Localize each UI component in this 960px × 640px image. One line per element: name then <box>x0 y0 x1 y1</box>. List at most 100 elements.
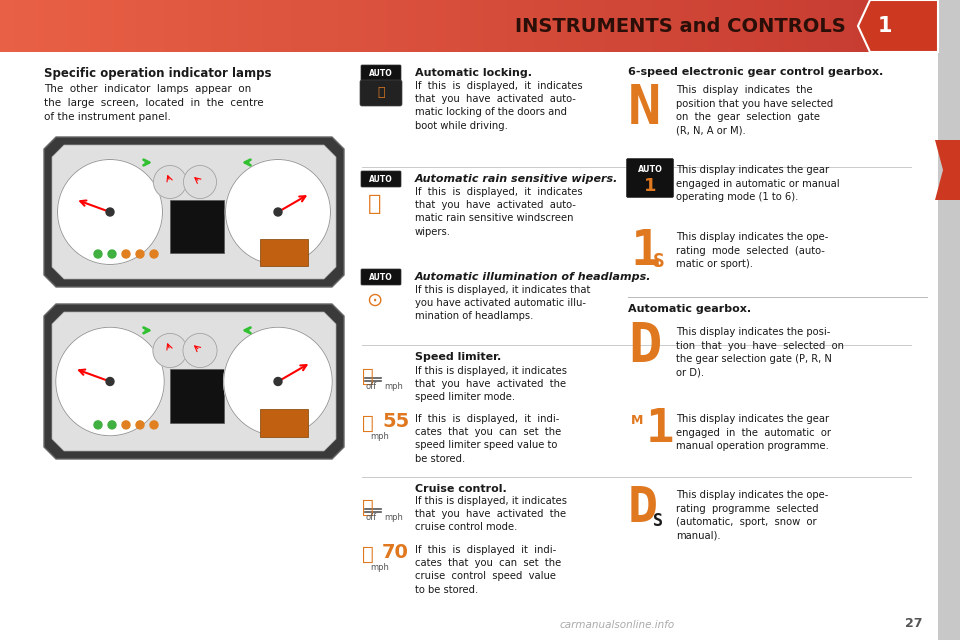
FancyBboxPatch shape <box>361 269 401 285</box>
Bar <box>202 0 206 52</box>
Bar <box>305 0 309 52</box>
Text: This display indicates the ope-
rating  programme  selected
(automatic,  sport, : This display indicates the ope- rating p… <box>676 490 828 541</box>
Text: mph: mph <box>384 513 403 522</box>
Bar <box>169 0 174 52</box>
Bar <box>300 0 305 52</box>
Bar <box>756 0 759 52</box>
Text: If  this  is  displayed,  it  indi-
cates  that  you  can  set  the
speed limite: If this is displayed, it indi- cates tha… <box>415 414 562 463</box>
Bar <box>441 0 445 52</box>
Text: The  other  indicator  lamps  appear  on
the  large  screen,  located  in  the  : The other indicator lamps appear on the … <box>44 84 264 122</box>
Bar <box>877 0 881 52</box>
Bar <box>577 0 582 52</box>
Text: If  this  is  displayed,  it  indicates
that  you  have  activated  auto-
matic : If this is displayed, it indicates that … <box>415 81 583 131</box>
Bar <box>431 0 436 52</box>
Bar <box>844 0 849 52</box>
Bar <box>868 0 873 52</box>
Polygon shape <box>858 0 938 52</box>
Bar <box>535 0 540 52</box>
Bar <box>338 0 343 52</box>
Bar <box>117 0 122 52</box>
Bar <box>727 0 732 52</box>
Circle shape <box>106 208 114 216</box>
Bar <box>938 0 960 640</box>
Text: 6-speed electronic gear control gearbox.: 6-speed electronic gear control gearbox. <box>628 67 883 77</box>
Bar <box>713 0 717 52</box>
Text: AUTO: AUTO <box>370 273 393 282</box>
Bar <box>900 0 905 52</box>
Bar <box>244 0 249 52</box>
Bar <box>403 0 408 52</box>
Bar <box>164 0 169 52</box>
Bar <box>89 0 94 52</box>
Text: 1: 1 <box>877 16 892 36</box>
Bar <box>258 0 263 52</box>
Bar <box>229 0 234 52</box>
Text: AUTO: AUTO <box>370 68 393 77</box>
Bar <box>769 0 774 52</box>
Text: 1: 1 <box>646 407 675 452</box>
Bar <box>57 0 61 52</box>
Bar <box>717 0 722 52</box>
Bar <box>553 0 558 52</box>
Bar <box>465 0 469 52</box>
Bar <box>849 0 853 52</box>
Bar <box>642 0 647 52</box>
Circle shape <box>274 378 282 385</box>
Bar <box>455 0 460 52</box>
Bar <box>221 0 225 52</box>
Text: Automatic gearbox.: Automatic gearbox. <box>628 304 751 314</box>
Circle shape <box>274 208 282 216</box>
Bar <box>661 0 666 52</box>
Text: S: S <box>653 512 663 530</box>
Bar <box>835 0 839 52</box>
Bar <box>821 0 826 52</box>
Text: AUTO: AUTO <box>637 166 662 175</box>
Text: mph: mph <box>384 382 403 391</box>
Text: S: S <box>653 252 664 271</box>
Bar <box>70 0 75 52</box>
Bar <box>348 0 351 52</box>
Bar <box>234 0 239 52</box>
Bar <box>567 0 572 52</box>
Bar <box>362 167 912 168</box>
Bar <box>629 0 634 52</box>
Text: 🔑: 🔑 <box>377 86 385 99</box>
Bar <box>469 0 473 52</box>
Bar <box>628 297 928 298</box>
Bar <box>896 0 900 52</box>
Bar <box>136 0 141 52</box>
Bar <box>187 0 192 52</box>
Text: This display indicates the posi-
tion  that  you  have  selected  on
the gear se: This display indicates the posi- tion th… <box>676 327 844 378</box>
Text: 1: 1 <box>644 177 657 195</box>
Bar <box>239 0 244 52</box>
Bar <box>652 0 657 52</box>
Bar <box>699 0 704 52</box>
Bar <box>512 0 516 52</box>
Bar <box>708 0 713 52</box>
Bar <box>450 0 455 52</box>
Text: ⏱: ⏱ <box>362 414 373 433</box>
Bar <box>61 0 65 52</box>
Bar <box>65 0 70 52</box>
Bar <box>249 0 253 52</box>
Bar <box>253 0 258 52</box>
Text: Automatic rain sensitive wipers.: Automatic rain sensitive wipers. <box>415 174 618 184</box>
Text: ⏱: ⏱ <box>362 498 373 517</box>
Bar <box>694 0 699 52</box>
Text: off: off <box>366 513 377 522</box>
Bar <box>103 0 108 52</box>
Bar <box>530 0 535 52</box>
Bar <box>5 0 10 52</box>
Bar <box>260 410 308 437</box>
Bar <box>127 0 132 52</box>
Bar <box>192 0 197 52</box>
Text: carmanualsonline.info: carmanualsonline.info <box>560 620 675 630</box>
Bar <box>826 0 830 52</box>
Bar <box>830 0 835 52</box>
Bar <box>150 0 155 52</box>
Bar <box>179 0 183 52</box>
Bar <box>746 0 751 52</box>
Bar <box>145 0 150 52</box>
Polygon shape <box>935 140 960 200</box>
Text: If this is displayed, it indicates that
you have activated automatic illu-
minat: If this is displayed, it indicates that … <box>415 285 590 321</box>
